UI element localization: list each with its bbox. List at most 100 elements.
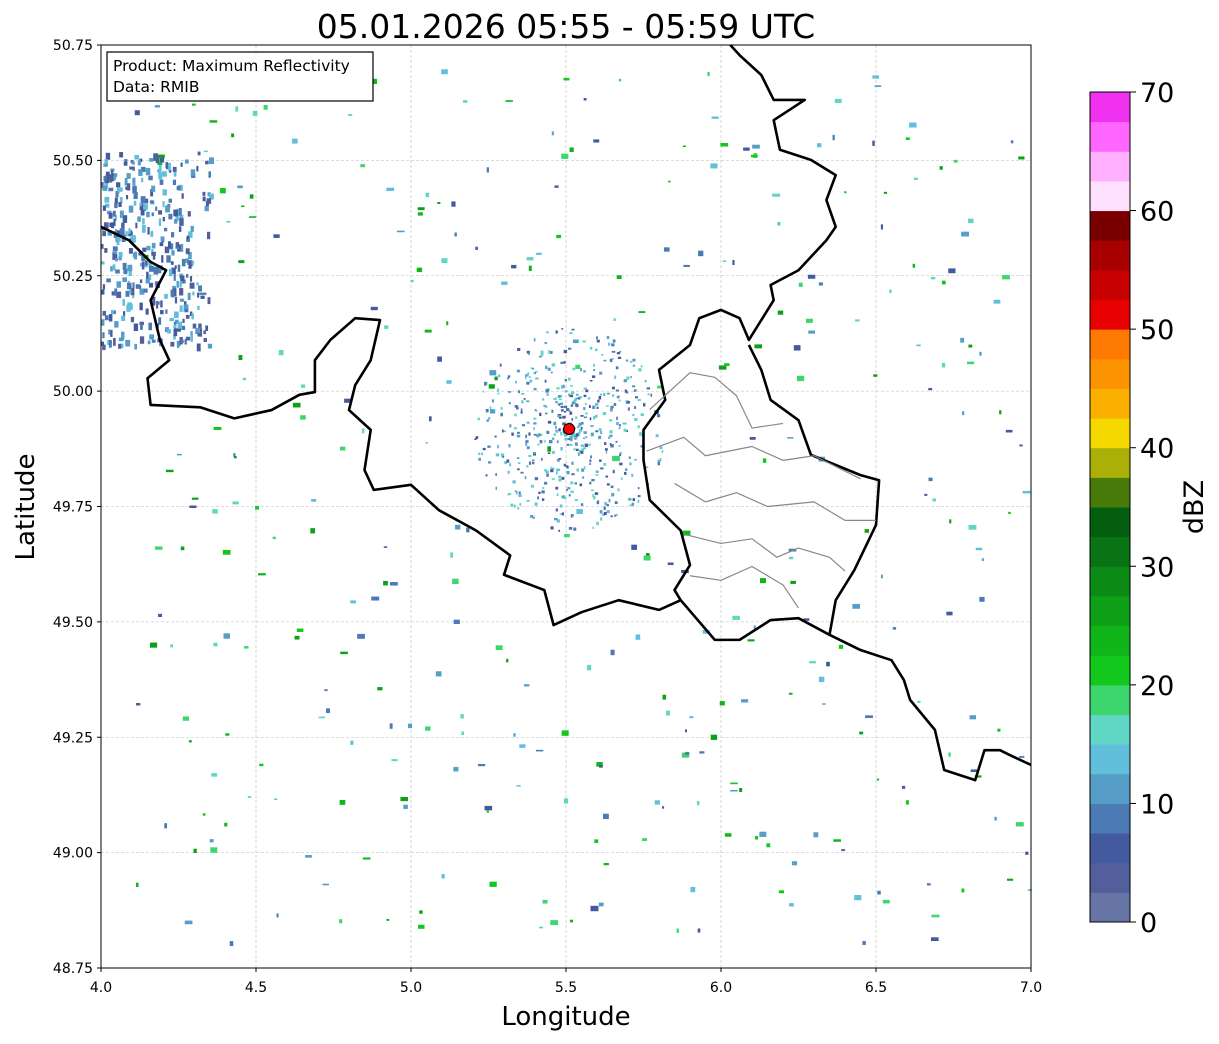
echo-cell [185, 274, 189, 278]
echo-cell [615, 389, 620, 392]
echo-cell [547, 350, 551, 354]
echo-cell [633, 389, 636, 392]
echo-cell [126, 194, 129, 200]
colorbar-bin [1090, 269, 1130, 300]
echo-cell [497, 392, 500, 395]
echo-cell [113, 218, 116, 226]
echo-cell [876, 778, 880, 781]
echo-cell [1007, 878, 1014, 881]
echo-cell [324, 689, 328, 692]
echo-cell [616, 275, 622, 279]
echo-cell [591, 489, 594, 492]
echo-cell [545, 365, 548, 370]
echo-cell [567, 347, 572, 350]
echo-cell [526, 421, 530, 424]
echo-cell [141, 224, 146, 233]
echo-cell [176, 328, 181, 332]
echo-cell [593, 139, 600, 143]
echo-cell [125, 339, 131, 347]
echo-cell [119, 210, 124, 219]
echo-cell [809, 661, 816, 664]
echo-cell [612, 394, 615, 397]
echo-cell [516, 785, 521, 787]
echo-cell [160, 300, 163, 308]
echo-cell [578, 396, 583, 399]
echo-cell [535, 409, 538, 412]
echo-cell [101, 261, 105, 265]
echo-cell [248, 216, 257, 218]
echo-cell [350, 600, 357, 604]
echo-cell [578, 424, 582, 427]
echo-cell [296, 628, 304, 632]
echo-cell [528, 265, 532, 271]
echo-cell [569, 411, 573, 415]
echo-cell [506, 377, 509, 380]
echo-cell [156, 300, 159, 309]
echo-cell [544, 481, 548, 485]
echo-cell [526, 400, 530, 403]
echo-cell [595, 474, 599, 476]
echo-cell [139, 202, 142, 207]
echo-cell [350, 740, 354, 745]
echo-cell [453, 766, 459, 772]
echo-cell [552, 437, 555, 440]
echo-cell [489, 406, 492, 410]
echo-cell [606, 483, 610, 486]
echo-cell [389, 582, 398, 586]
echo-cell [206, 231, 211, 240]
echo-cell [575, 448, 579, 452]
echo-cell [550, 469, 554, 473]
echo-cell [595, 348, 598, 352]
echo-cell [175, 214, 179, 222]
echo-cell [730, 789, 738, 792]
echo-cell [177, 264, 181, 272]
echo-cell [724, 363, 730, 367]
echo-cell [487, 445, 491, 448]
echo-cell [105, 152, 111, 160]
echo-cell [530, 484, 534, 488]
echo-cell [162, 201, 165, 208]
echo-cell [539, 439, 543, 444]
echo-cell [149, 642, 158, 648]
echo-cell [242, 377, 246, 381]
echo-cell [663, 247, 670, 252]
echo-cell [102, 231, 107, 237]
echo-cell [754, 344, 763, 349]
echo-cell [994, 816, 997, 821]
echo-cell [659, 458, 662, 461]
echo-cell [119, 152, 124, 158]
echo-cell [1019, 444, 1023, 447]
echo-cell [122, 262, 127, 271]
echo-cell [612, 358, 614, 360]
echo-cell [101, 182, 104, 189]
echo-cell [550, 466, 553, 469]
echo-cell [134, 110, 140, 116]
echo-cell [970, 769, 979, 773]
echo-cell [545, 470, 549, 474]
echo-cell [859, 731, 864, 735]
echo-cell [807, 274, 816, 279]
echo-cell [566, 488, 568, 491]
colorbar-bin [1090, 329, 1130, 360]
echo-cell [516, 431, 520, 434]
echo-cell [551, 131, 554, 136]
echo-cell [805, 318, 813, 323]
echo-cell [614, 514, 617, 517]
echo-cell [579, 483, 583, 487]
echo-cell [561, 328, 564, 330]
echo-cell [130, 316, 135, 323]
echo-cell [118, 202, 122, 207]
echo-cell [189, 505, 197, 509]
echo-cell [122, 277, 128, 283]
echo-cell [115, 269, 120, 274]
echo-cell [1005, 429, 1013, 433]
echo-cell [637, 399, 641, 401]
echo-cell [166, 255, 171, 263]
echo-cell [233, 453, 236, 457]
echo-cell [222, 549, 231, 555]
echo-cell [584, 443, 588, 447]
echo-cell [542, 899, 548, 904]
echo-cell [486, 810, 489, 813]
echo-cell [195, 327, 201, 334]
